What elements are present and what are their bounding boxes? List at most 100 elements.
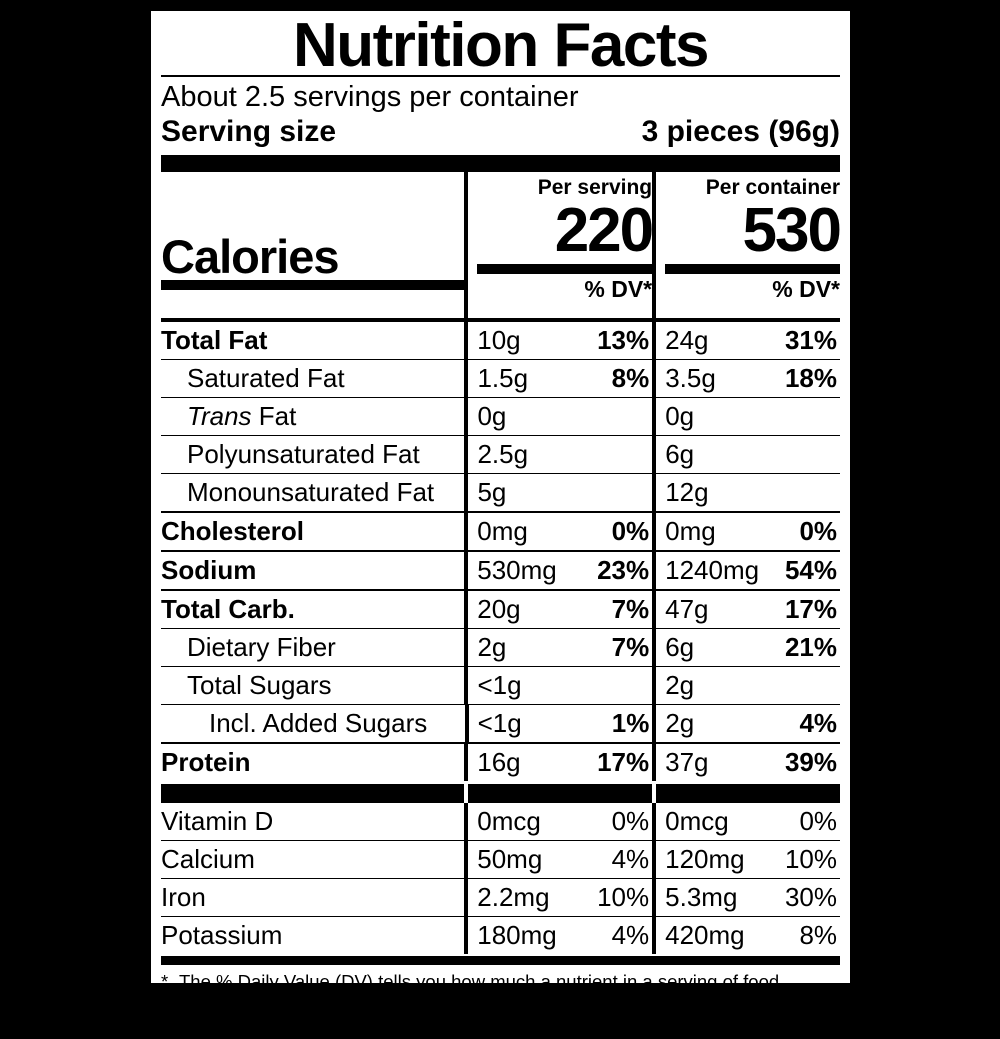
nutrient-amount: 3.5g: [665, 363, 716, 393]
micronutrient-rows: Vitamin D 0mcg 0% 0mcg 0% Calcium 50mg 4% 120mg 1…: [161, 803, 840, 954]
nutrient-amount: 120mg: [665, 844, 745, 874]
nutrient-daily-value: 8%: [799, 920, 838, 950]
nutrient-amount: 47g: [665, 594, 709, 624]
nutrition-facts-label: Nutrition Facts About 2.5 servings per c…: [148, 8, 853, 1038]
micronutrient-separator-bar: [161, 784, 841, 803]
nutrient-value-cell: 6g 21%: [652, 629, 840, 666]
dv-header-col1: % DV*: [584, 276, 653, 302]
nutrient-value-cell: 37g 39%: [652, 744, 840, 781]
nutrient-row: Sodium 530mg 23% 1240mg 54%: [161, 550, 840, 589]
nutrient-amount: <1g: [477, 708, 522, 738]
nutrient-daily-value: 0%: [611, 806, 650, 836]
nutrient-daily-value: 4%: [611, 844, 650, 874]
nutrient-value-cell: <1g 1%: [464, 705, 653, 742]
nutrient-amount: 24g: [665, 325, 709, 355]
nutrient-amount: 2g: [665, 708, 695, 738]
nutrient-amount: 0mcg: [477, 806, 541, 836]
nutrient-daily-value: 31%: [784, 325, 838, 355]
footnote-marker: *: [161, 971, 169, 992]
calories-underbar-left: [161, 280, 465, 290]
nutrient-value-cell: 2g: [652, 667, 840, 704]
nutrient-amount: 2g: [477, 632, 507, 662]
nutrient-amount: 2.2mg: [477, 882, 550, 912]
nutrient-name: Total Sugars: [187, 670, 332, 700]
nutrient-amount: 5.3mg: [665, 882, 738, 912]
nutrient-value-cell: 2g 7%: [464, 629, 652, 666]
nutrient-daily-value: 8%: [611, 363, 650, 393]
nutrient-value-cell: 1240mg 54%: [652, 552, 840, 589]
nutrient-value-cell: 2g 4%: [652, 705, 840, 742]
micronutrient-name: Potassium: [161, 920, 283, 950]
nutrient-amount: 2.5g: [477, 439, 529, 469]
nutrient-daily-value: 17%: [597, 747, 650, 777]
nutrient-daily-value: 0%: [799, 516, 838, 546]
micronutrient-name: Iron: [161, 882, 206, 912]
nutrient-row: Saturated Fat 1.5g 8% 3.5g 18%: [161, 359, 840, 397]
nutrient-value-cell: 0g: [464, 398, 652, 435]
nutrient-value-cell: 0mcg 0%: [464, 803, 652, 840]
nutrient-name: Protein: [161, 747, 251, 777]
nutrient-amount: 6g: [665, 439, 695, 469]
nutrient-value-cell: <1g: [464, 667, 652, 704]
nutrient-amount: 0g: [665, 401, 695, 431]
per-serving-header: Per serving: [537, 176, 653, 199]
nutrient-value-cell: 24g 31%: [652, 322, 840, 359]
nutrient-value-cell: 10g 13%: [464, 322, 652, 359]
nutrient-value-cell: 0mg 0%: [464, 513, 652, 550]
nutrient-amount: 37g: [665, 747, 709, 777]
nutrient-daily-value: 7%: [611, 594, 650, 624]
nutrient-rows: Total Fat 10g 13% 24g 31% Saturated Fat 1.5g 8%…: [161, 318, 840, 781]
nutrient-value-cell: 0mcg 0%: [652, 803, 840, 840]
per-container-column-header-cell: Per container 530 % DV*: [652, 172, 842, 318]
calories-underbar-col2: [665, 264, 840, 274]
nutrient-name: Incl. Added Sugars: [209, 708, 428, 738]
servings-per-container: About 2.5 servings per container: [161, 81, 579, 113]
nutrient-amount: 12g: [665, 477, 709, 507]
nutrient-amount: 0mcg: [665, 806, 729, 836]
nutrient-value-cell: 3.5g 18%: [652, 360, 840, 397]
nutrient-amount: 1240mg: [665, 555, 760, 585]
nutrient-name: Monounsaturated Fat: [187, 477, 435, 507]
micronutrient-row: Vitamin D 0mcg 0% 0mcg 0%: [161, 803, 840, 840]
nutrient-daily-value: 10%: [784, 844, 838, 874]
nutrient-value-cell: 5g: [464, 474, 652, 511]
nutrient-amount: 10g: [477, 325, 521, 355]
serving-size-separator-bar: [161, 155, 840, 172]
nutrient-amount: 2g: [665, 670, 695, 700]
nutrient-amount: 420mg: [665, 920, 745, 950]
nutrient-name: Total Carb.: [161, 594, 295, 624]
nutrient-row: Total Carb. 20g 7% 47g 17%: [161, 589, 840, 628]
serving-size-label: Serving size: [161, 115, 337, 148]
nutrient-value-cell: 20g 7%: [464, 591, 652, 628]
nutrient-value-cell: 180mg 4%: [464, 917, 652, 954]
nutrient-name: Sodium: [161, 555, 257, 585]
nutrient-daily-value: 7%: [611, 632, 650, 662]
nutrient-value-cell: 420mg 8%: [652, 917, 840, 954]
nutrient-daily-value: 1%: [611, 708, 650, 738]
nutrient-amount: 6g: [665, 632, 695, 662]
nutrient-name: Saturated Fat: [187, 363, 345, 393]
nutrient-value-cell: 120mg 10%: [652, 841, 840, 878]
micronutrient-row: Iron 2.2mg 10% 5.3mg 30%: [161, 878, 840, 916]
nutrient-daily-value: 17%: [784, 594, 838, 624]
nutrient-value-cell: 47g 17%: [652, 591, 840, 628]
nutrient-row: Polyunsaturated Fat 2.5g 6g: [161, 435, 840, 473]
nutrient-daily-value: 30%: [784, 882, 838, 912]
per-container-header: Per container: [705, 176, 840, 199]
footnote-separator-bar: [161, 956, 840, 965]
nutrient-value-cell: 12g: [652, 474, 840, 511]
title-divider: [161, 75, 840, 77]
nutrient-row: Total Fat 10g 13% 24g 31%: [161, 318, 840, 359]
nutrient-daily-value: 0%: [799, 806, 838, 836]
nutrient-daily-value: 54%: [784, 555, 838, 585]
nutrient-name: Dietary Fiber: [187, 632, 336, 662]
serving-size-row: Serving size 3 pieces (96g): [161, 114, 840, 152]
per-serving-column-header-cell: Per serving 220 % DV*: [464, 172, 654, 318]
nutrient-value-cell: 0mg 0%: [652, 513, 840, 550]
nutrient-value-cell: 50mg 4%: [464, 841, 652, 878]
calories-per-serving: 220: [554, 196, 654, 265]
nutrient-name-italic-prefix: Trans: [187, 401, 252, 431]
calories-left-cell: Calories: [161, 172, 465, 318]
nutrient-daily-value: 10%: [597, 882, 650, 912]
nutrient-amount: 1.5g: [477, 363, 529, 393]
